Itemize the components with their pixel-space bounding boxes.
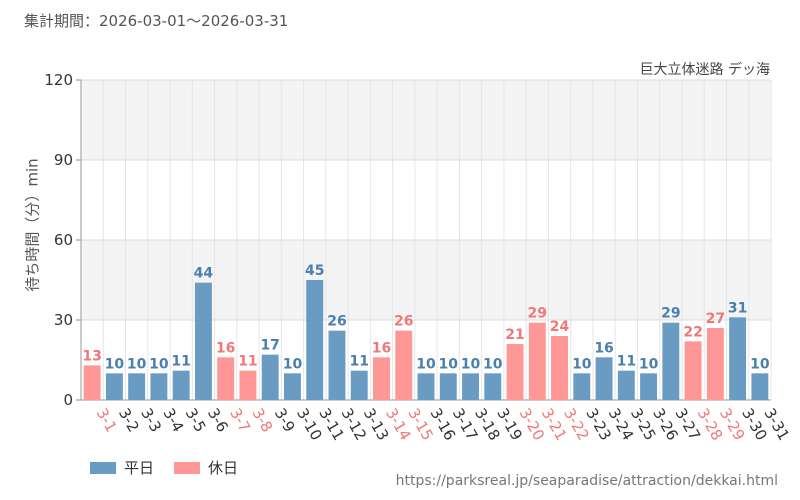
- data-label: 11: [349, 354, 368, 370]
- legend-holiday-label: 休日: [208, 459, 239, 477]
- bar: [729, 317, 747, 400]
- bar: [283, 373, 301, 400]
- data-label: 17: [260, 338, 279, 354]
- data-label: 22: [683, 324, 702, 340]
- legend: 平日 休日: [90, 457, 238, 478]
- bar: [528, 322, 546, 400]
- bar: [239, 370, 257, 400]
- bar: [194, 282, 212, 400]
- bar: [484, 373, 502, 400]
- bar: [150, 373, 168, 400]
- data-label: 10: [461, 356, 481, 372]
- data-label: 10: [127, 356, 147, 372]
- data-label: 10: [483, 356, 503, 372]
- plot-band: [81, 160, 771, 240]
- bar: [640, 373, 658, 400]
- attraction-name: 巨大立体迷路 デッ海: [639, 62, 770, 78]
- bar: [395, 330, 413, 400]
- bar: [462, 373, 479, 400]
- bar: [751, 373, 769, 400]
- data-label: 44: [194, 266, 214, 282]
- data-label: 10: [639, 356, 659, 372]
- y-tick-label: 30: [54, 311, 73, 329]
- y-tick-label: 120: [44, 71, 73, 89]
- x-tick-label: 3-4: [159, 405, 187, 435]
- y-tick-label: 60: [54, 231, 73, 249]
- data-label: 26: [394, 314, 413, 330]
- x-tick-label: 3-9: [271, 405, 299, 435]
- bar: [595, 357, 613, 400]
- data-label: 16: [216, 340, 235, 356]
- x-tick-label: 3-6: [204, 405, 232, 435]
- data-label: 21: [505, 327, 524, 343]
- data-label: 31: [728, 300, 747, 316]
- data-label: 24: [550, 319, 570, 335]
- data-label: 29: [528, 306, 547, 322]
- data-label: 10: [283, 356, 303, 372]
- x-tick-label: 3-8: [248, 405, 276, 435]
- bar: [506, 344, 524, 400]
- x-tick-label: 3-3: [137, 405, 165, 435]
- bar: [128, 373, 146, 400]
- y-tick-label: 0: [63, 391, 73, 409]
- bar: [306, 280, 324, 400]
- x-tick-label: 3-7: [226, 405, 254, 435]
- bar: [617, 370, 635, 400]
- y-tick-label: 90: [54, 151, 73, 169]
- data-label: 11: [171, 354, 190, 370]
- data-label: 13: [82, 348, 101, 364]
- x-tick-label: 3-5: [182, 405, 210, 435]
- data-label: 27: [706, 311, 725, 327]
- bar: [684, 341, 702, 400]
- bar: [439, 373, 457, 400]
- bar: [573, 373, 591, 400]
- source-url: https://parksreal.jp/seaparadise/attract…: [395, 473, 778, 489]
- data-label: 10: [149, 356, 169, 372]
- bar: [172, 370, 190, 400]
- period-label: 集計期間：2026-03-01～2026-03-31: [24, 12, 289, 30]
- bar: [662, 322, 680, 400]
- legend-weekday-swatch: [90, 461, 116, 474]
- legend-holiday: 休日: [174, 457, 238, 478]
- data-label: 11: [238, 354, 257, 370]
- x-tick-label: 3-2: [115, 405, 143, 435]
- data-label: 10: [750, 356, 770, 372]
- bar: [373, 357, 390, 400]
- data-label: 16: [372, 340, 391, 356]
- bar: [105, 373, 123, 400]
- data-label: 16: [594, 340, 613, 356]
- data-label: 10: [439, 356, 459, 372]
- bar: [551, 336, 569, 400]
- bar: [83, 365, 101, 400]
- legend-weekday: 平日: [90, 457, 154, 478]
- data-label: 11: [617, 354, 636, 370]
- legend-holiday-swatch: [174, 461, 201, 474]
- data-label: 29: [661, 306, 680, 322]
- x-tick-label: 3-1: [93, 405, 121, 435]
- bar: [417, 373, 435, 400]
- bar: [261, 354, 279, 400]
- bar: [217, 357, 235, 400]
- data-label: 10: [105, 356, 125, 372]
- data-label: 26: [327, 314, 346, 330]
- bar: [328, 330, 346, 400]
- data-label: 10: [572, 356, 592, 372]
- bar: [350, 370, 368, 400]
- legend-weekday-label: 平日: [124, 459, 155, 477]
- data-label: 45: [305, 263, 324, 279]
- plot-band: [81, 80, 771, 160]
- bar: [706, 328, 724, 400]
- data-label: 10: [416, 356, 436, 372]
